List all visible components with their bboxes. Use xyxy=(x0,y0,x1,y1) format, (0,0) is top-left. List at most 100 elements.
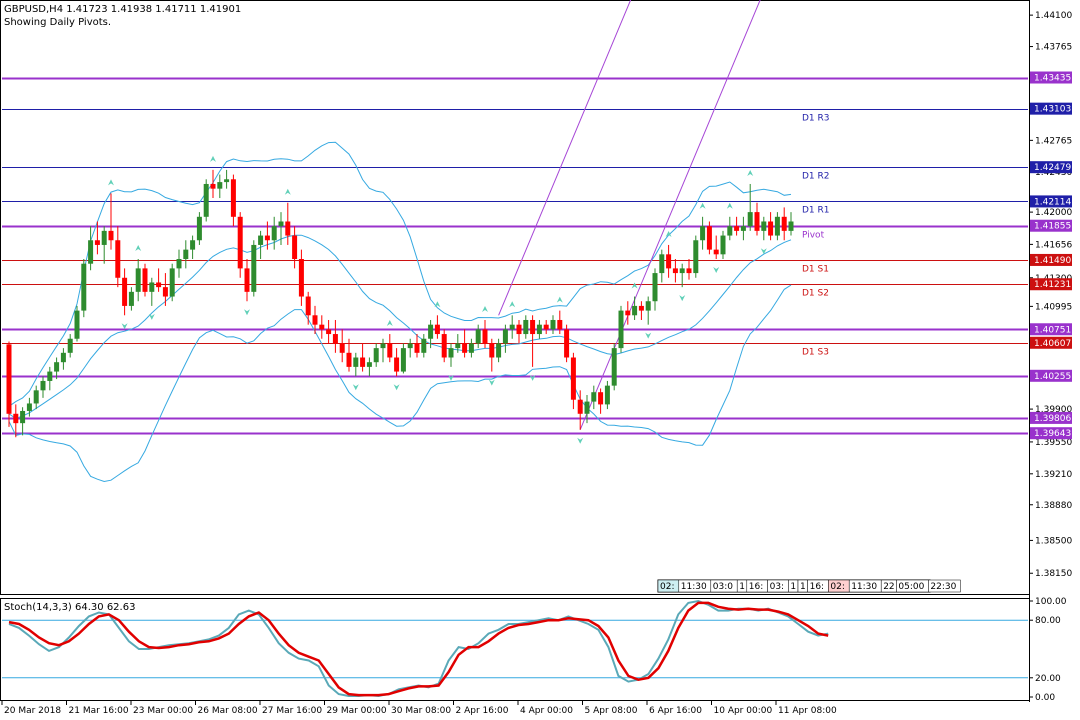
time-scale-cell xyxy=(928,579,961,593)
candle-body xyxy=(455,343,461,349)
candle-body xyxy=(360,357,366,367)
price-tick-label: 1.38500 xyxy=(1035,536,1072,546)
candle-body xyxy=(611,348,617,386)
fractal-down-icon xyxy=(645,332,652,339)
pivot-subtitle: Showing Daily Pivots. xyxy=(4,17,111,28)
candle-body xyxy=(326,329,332,335)
candle-body xyxy=(258,235,264,245)
candle-body xyxy=(190,240,196,250)
stoch-signal-line xyxy=(8,601,829,697)
candle-body xyxy=(353,357,359,367)
fractal-down-icon xyxy=(244,309,250,316)
fractal-up-icon xyxy=(631,282,638,289)
candle-body xyxy=(434,324,440,335)
pivot-level-label: D1 R2 xyxy=(802,172,830,182)
symbol-line: GBPUSD,H4 1.41723 1.41938 1.41711 1.4190… xyxy=(4,4,241,15)
candle-body xyxy=(625,310,631,316)
candle-body xyxy=(441,334,447,358)
fractal-down-icon xyxy=(148,313,155,320)
candle-body xyxy=(781,216,787,231)
candle-body xyxy=(428,324,434,339)
price-tick-label: 1.40995 xyxy=(1035,302,1072,312)
price-tick-label: 1.43765 xyxy=(1035,43,1072,53)
bollinger-bands xyxy=(8,141,792,483)
candle-body xyxy=(706,226,712,250)
level-value-box xyxy=(1030,369,1072,382)
candle-body xyxy=(135,268,141,292)
time-tick-label: 5 Apr 08:00 xyxy=(585,706,638,716)
time-scale-label: 1 xyxy=(790,582,796,592)
level-value-text: 1.41855 xyxy=(1034,222,1071,232)
candle-body xyxy=(380,343,386,349)
fractal-down-icon xyxy=(448,374,454,381)
candle-body xyxy=(230,179,236,217)
candle-body xyxy=(659,254,665,274)
candle-body xyxy=(536,324,542,335)
candle-body xyxy=(448,348,454,358)
fractal-up-icon xyxy=(482,305,488,312)
candle-body xyxy=(149,282,155,292)
time-scale-label: 03:0 xyxy=(713,582,733,592)
candle-body xyxy=(251,244,257,292)
candle-body xyxy=(774,216,780,236)
time-scale-label: 11:30 xyxy=(851,582,877,592)
candle-body xyxy=(176,259,182,269)
time-scale-box[interactable]: 02: 11:30 03:0 1 16: 03: 1 1 16: 02: 11:30 22 05:00 2… xyxy=(657,579,961,593)
candle-body xyxy=(468,343,474,353)
candle-body xyxy=(570,357,576,400)
candle-body xyxy=(162,287,168,297)
candle-body xyxy=(115,240,121,278)
candle-body xyxy=(108,230,114,241)
fractal-down-icon xyxy=(679,295,686,302)
candle-body xyxy=(414,343,420,353)
candle-body xyxy=(278,221,284,227)
time-scale-label: 16: xyxy=(749,582,763,592)
fractal-down-icon xyxy=(529,374,536,381)
candle-body xyxy=(591,392,597,402)
time-scale-label: 02: xyxy=(660,582,674,592)
price-level-boxes: 1.43435 1.43103 1.42479 1.42114 1.41855 1.414… xyxy=(1030,71,1072,440)
candle-body xyxy=(210,183,216,189)
candle-body xyxy=(530,319,536,335)
candle-body xyxy=(13,413,19,424)
stoch-tick-label: 80.00 xyxy=(1035,616,1061,626)
level-value-box xyxy=(1030,336,1072,349)
level-value-text: 1.43435 xyxy=(1034,74,1071,84)
candle-body xyxy=(67,338,73,353)
level-value-text: 1.42114 xyxy=(1034,197,1071,207)
candle-body xyxy=(156,282,162,288)
candle-body xyxy=(94,240,100,245)
fractal-up-icon xyxy=(726,202,733,209)
level-value-text: 1.40255 xyxy=(1034,372,1071,382)
candle-body xyxy=(604,385,610,405)
candle-body xyxy=(305,296,311,316)
candle-body xyxy=(339,343,345,353)
candle-body xyxy=(462,343,468,353)
time-scale-label: 11:30 xyxy=(681,582,707,592)
fractal-up-icon xyxy=(108,179,114,186)
candle-body xyxy=(264,235,270,241)
candle-body xyxy=(407,343,413,349)
pivot-level-label: D1 S2 xyxy=(802,289,829,299)
level-value-text: 1.42479 xyxy=(1034,163,1071,173)
fractal-up-icon xyxy=(284,188,291,195)
candle-body xyxy=(482,329,488,344)
candle-body xyxy=(734,226,740,231)
stoch-tick-label: 100.00 xyxy=(1035,597,1067,607)
time-tick-label: 4 Apr 00:00 xyxy=(520,706,573,716)
candle-body xyxy=(122,277,128,306)
level-value-box xyxy=(1030,253,1072,266)
candle-body xyxy=(584,401,590,414)
candle-body xyxy=(400,348,406,372)
candle-body xyxy=(489,343,495,358)
pivot-level-label: D1 S3 xyxy=(802,348,829,358)
fractal-down-icon xyxy=(713,267,720,274)
bollinger-middle xyxy=(8,234,792,420)
time-tick-label: 6 Apr 16:00 xyxy=(649,706,702,716)
candle-body xyxy=(564,329,570,358)
fractal-down-icon xyxy=(760,248,767,255)
candle-body xyxy=(285,221,291,236)
time-tick-label: 27 Mar 16:00 xyxy=(262,706,322,716)
candle-body xyxy=(142,268,148,292)
